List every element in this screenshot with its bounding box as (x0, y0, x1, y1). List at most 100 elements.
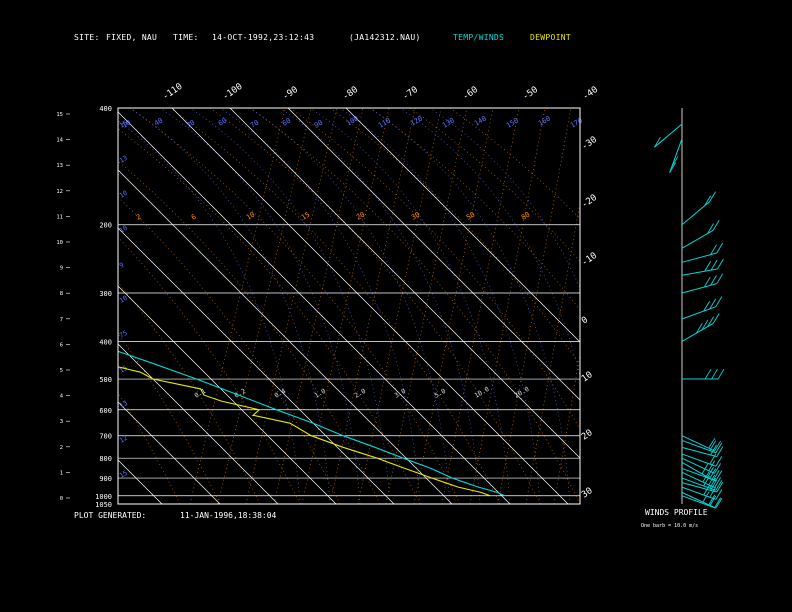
theta-label: 15 (118, 469, 129, 480)
chart-labels: 4002003004005006007008009001000105015141… (56, 82, 600, 509)
isotherm-top-label: -80 (341, 85, 360, 103)
isobars (118, 107, 580, 505)
pressure-tick-label: 700 (99, 433, 112, 441)
height-tick-label: 2 (60, 445, 63, 451)
legend-temp-winds: TEMP/WINDS (453, 33, 505, 42)
moist-adiabat-curve (279, 108, 481, 504)
mixing-ratio-line (245, 108, 338, 504)
moist-adiabat-curve (339, 108, 541, 504)
mixing-ratio-line (469, 108, 546, 504)
dry-adiabat-curve (129, 108, 461, 504)
mixing-ratio-line (525, 200, 580, 504)
wind-barb (709, 495, 717, 507)
dewpoint-line (118, 366, 491, 497)
theta-label: 10 (118, 294, 129, 305)
moist-adiabat-curve (399, 108, 580, 378)
dry-adiabat-curve (369, 108, 580, 311)
dry-adiabat-curve (118, 160, 381, 504)
wind-barb (703, 276, 711, 288)
wind-barb (717, 368, 725, 380)
theta-label: 15 (118, 119, 129, 130)
mixing-ratio-label: 70 (249, 119, 260, 130)
plot-generated-value: 11-JAN-1996,18:38:04 (180, 511, 277, 520)
isotherm-top-label: -90 (281, 85, 300, 103)
wind-barb-staff (669, 138, 683, 173)
mixing-ratio-line (273, 108, 364, 504)
wind-barb-staff (681, 457, 715, 474)
isotherms (0, 108, 580, 504)
wind-barb (712, 220, 720, 231)
plot-frame (117, 107, 581, 505)
mixing-ratio-label: 60 (217, 117, 228, 128)
wind-barb-staff (681, 491, 715, 509)
wind-barb (715, 470, 723, 481)
mixing-ratio-line (553, 352, 580, 504)
height-tick-label: 3 (60, 419, 63, 425)
mixing-ratio-value-label: 20.0 (513, 385, 531, 400)
theta-label: 75 (118, 329, 129, 340)
mixing-ratio-label: 100 (345, 114, 360, 127)
dry-adiabat-curve (329, 108, 580, 366)
height-tick-label: 14 (56, 138, 63, 144)
mixing-ratio-label: 150 (505, 116, 520, 129)
dry-adiabat-curve (118, 236, 301, 504)
dry-adiabats (118, 108, 580, 504)
height-tick-label: 9 (60, 266, 63, 272)
theta-label: 10 (118, 224, 129, 235)
wind-barb (704, 261, 712, 272)
mixing-ratio-label: 30 (185, 119, 196, 130)
wind-barb (671, 156, 679, 167)
dry-adiabat-curve (249, 108, 580, 504)
row-label: 15 (300, 211, 311, 222)
isotherm-line (118, 169, 453, 504)
wind-barb (712, 470, 720, 481)
isotherm-line (118, 227, 395, 504)
isotherm-line (171, 108, 569, 504)
dry-adiabat-curve (118, 196, 341, 504)
height-tick-label: 4 (60, 394, 64, 400)
site-value: FIXED, NAU (106, 33, 158, 42)
height-tick-label: 15 (56, 112, 63, 118)
wind-barb-staff (681, 268, 718, 276)
winds-profile-note: One barb = 10.0 m/s (641, 523, 699, 529)
wind-barb (709, 487, 717, 498)
wind-barb (714, 477, 722, 488)
pressure-tick-label: 1000 (95, 493, 112, 501)
mixing-ratio-line (441, 108, 520, 504)
pressure-tick-label: 400 (99, 338, 112, 346)
moist-adiabat-curve (129, 108, 331, 504)
isotherm-right-label: -20 (580, 193, 599, 211)
theta-label: 10 (118, 189, 129, 200)
wind-barb (715, 480, 723, 491)
mixing-ratio-label: 110 (377, 116, 392, 129)
time-label: TIME: (173, 33, 199, 42)
wind-barb-staff (681, 323, 714, 342)
profiles (118, 350, 505, 497)
wind-barb-staff (681, 306, 716, 320)
isotherm-line (0, 108, 104, 504)
row-label: 30 (410, 211, 421, 222)
pressure-tick-label: 800 (99, 455, 112, 463)
pressure-tick-label: 900 (99, 475, 112, 483)
wind-barb (716, 273, 724, 284)
mixing-ratio-label: 130 (441, 116, 456, 129)
theta-label: 13 (118, 399, 129, 410)
isotherm-right-label: 10 (580, 370, 595, 384)
isotherm-line (345, 108, 580, 343)
file-name: (JA142312.NAU) (349, 33, 421, 42)
dry-adiabat-curve (289, 108, 580, 430)
isotherm-line (118, 401, 221, 504)
dry-adiabat-curve (409, 108, 580, 263)
height-tick-label: 10 (56, 240, 63, 246)
wind-barb-staff (681, 486, 716, 500)
mixing-ratio-line (189, 108, 286, 504)
winds-profile-title: WINDS PROFILE (645, 508, 708, 517)
mixing-ratio-line (301, 108, 390, 504)
height-tick-label: 8 (60, 291, 63, 297)
mixing-ratio-label: 40 (153, 117, 164, 128)
isotherm-line (118, 343, 279, 504)
wind-barb-staff (681, 229, 714, 249)
time-value: 14-OCT-1992,23:12:43 (212, 33, 315, 42)
moist-adiabat-curve (189, 108, 391, 504)
